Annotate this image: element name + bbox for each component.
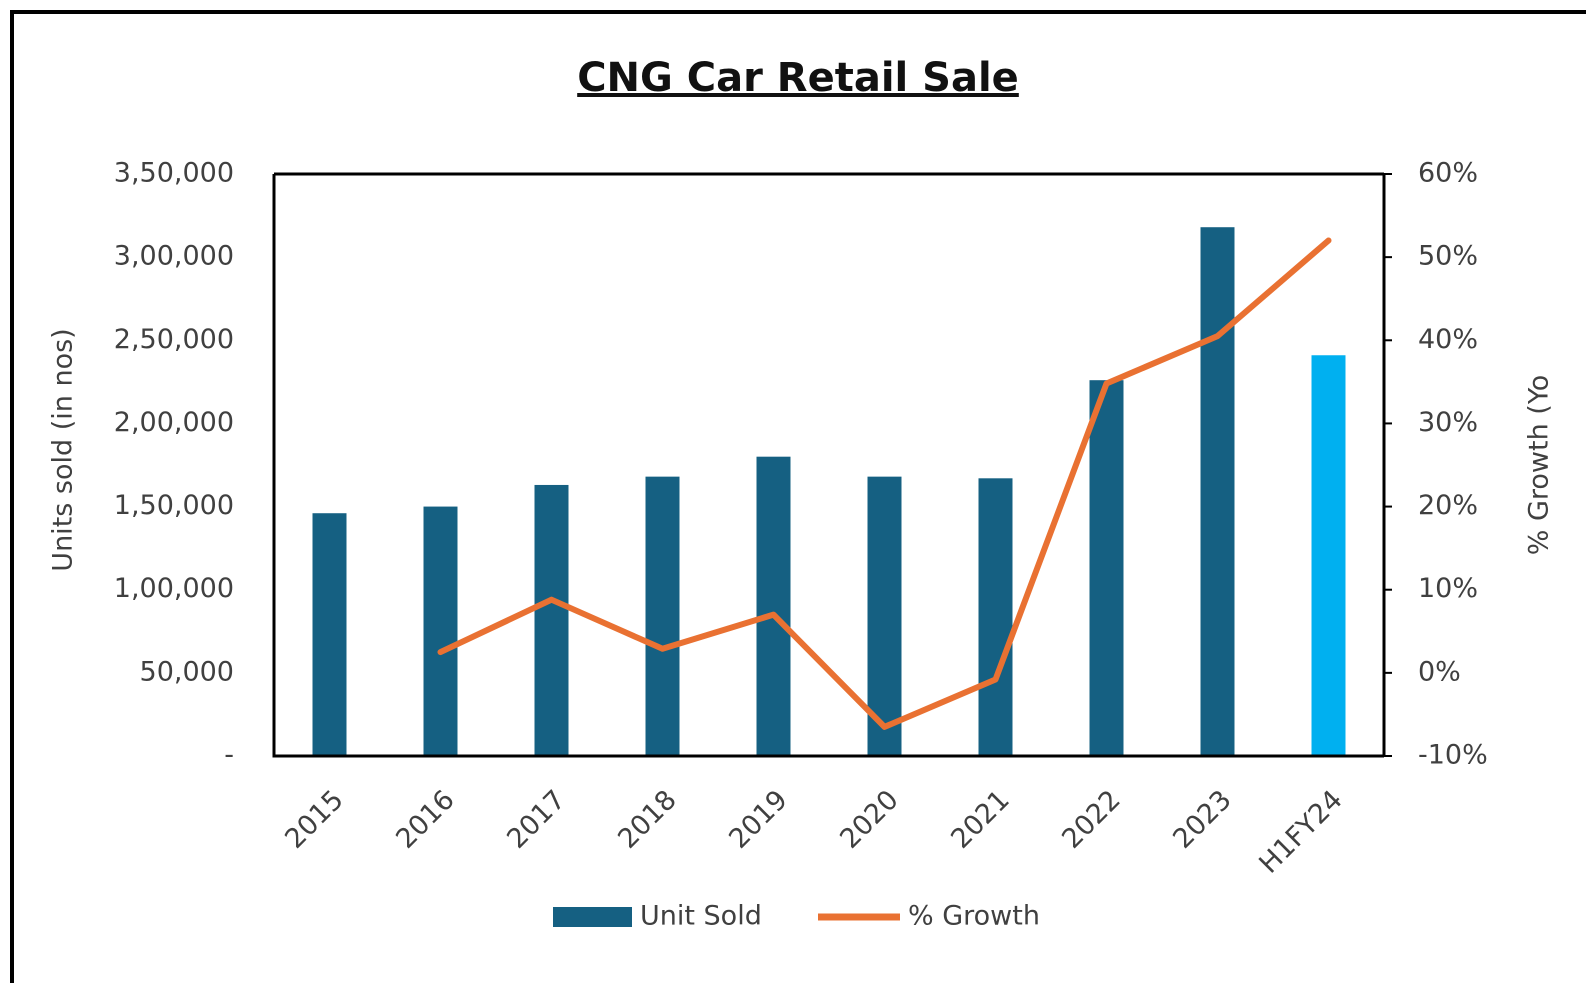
y2-tick-label: 60% <box>1418 158 1478 189</box>
y-tick-label: 1,00,000 <box>114 573 234 604</box>
y-tick-label: 50,000 <box>140 656 234 687</box>
y-axis-label: Units sold (in nos) <box>48 328 79 571</box>
legend-label: Unit Sold <box>640 901 762 932</box>
x-tick-label: 2015 <box>279 784 350 855</box>
x-tick-label: 2018 <box>612 784 683 855</box>
y2-tick-label: 10% <box>1418 573 1478 604</box>
bar <box>645 476 680 756</box>
bar <box>978 478 1013 756</box>
y2-tick-label: 30% <box>1418 407 1478 438</box>
legend-swatch <box>553 907 632 927</box>
x-tick-label: 2019 <box>723 784 794 855</box>
y-tick-label: - <box>224 740 234 771</box>
bar <box>534 484 569 756</box>
y-tick-label: 2,00,000 <box>114 407 234 438</box>
x-tick-label: 2021 <box>945 784 1016 855</box>
chart-title: CNG Car Retail Sale <box>577 55 1019 101</box>
bar <box>756 456 791 756</box>
x-tick-label: 2022 <box>1056 784 1127 855</box>
frame <box>10 10 1586 983</box>
x-tick-label: H1FY24 <box>1253 784 1348 879</box>
x-tick-label: 2023 <box>1167 784 1238 855</box>
x-tick-label: 2016 <box>390 784 461 855</box>
y2-tick-label: 0% <box>1418 656 1461 687</box>
legend-label: % Growth <box>908 901 1040 932</box>
bar <box>1089 380 1124 756</box>
y2-tick-label: -10% <box>1418 740 1488 771</box>
axes <box>272 172 1386 758</box>
bar <box>1200 227 1235 756</box>
y2-tick-label: 40% <box>1418 324 1478 355</box>
y2-tick-label: 20% <box>1418 490 1478 521</box>
y2-tick-label: 50% <box>1418 241 1478 272</box>
x-tick-label: 2017 <box>501 784 572 855</box>
growth-line <box>437 237 1332 730</box>
bar <box>312 513 347 756</box>
y-tick-label: 1,50,000 <box>114 490 234 521</box>
x-tick-label: 2020 <box>834 784 905 855</box>
y-tick-label: 3,00,000 <box>114 241 234 272</box>
bar <box>867 476 902 756</box>
bar <box>423 506 458 756</box>
y2-axis-label: % Growth (Yo <box>1524 375 1555 556</box>
y-tick-label: 3,50,000 <box>114 158 234 189</box>
y-tick-label: 2,50,000 <box>114 324 234 355</box>
bar <box>1311 355 1346 756</box>
